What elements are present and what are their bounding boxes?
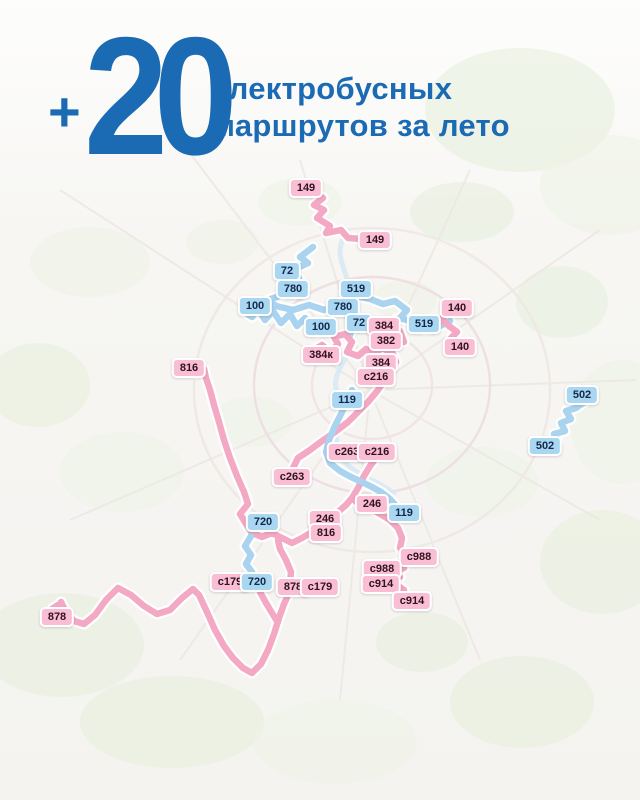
title-line-2: маршрутов за лето xyxy=(212,108,510,143)
route-badge-878: 878 xyxy=(39,607,75,627)
route-badge-140: 140 xyxy=(442,337,478,357)
route-badge-780: 780 xyxy=(275,279,311,299)
route-badge-780: 780 xyxy=(325,297,361,317)
route-badge-100: 100 xyxy=(303,317,339,337)
route-badge-119: 119 xyxy=(387,503,421,523)
route-badge-816: 816 xyxy=(308,523,344,543)
route-badge-с263: с263 xyxy=(271,467,313,487)
route-badge-72: 72 xyxy=(272,261,302,281)
route-badge-149: 149 xyxy=(288,178,324,198)
route-badge-с914: с914 xyxy=(391,591,433,611)
route-badge-502: 502 xyxy=(564,385,600,405)
route-badge-816: 816 xyxy=(171,358,207,378)
route-badge-519: 519 xyxy=(338,279,374,299)
route-badge-с988: с988 xyxy=(398,547,440,567)
route-badge-с216: с216 xyxy=(355,367,397,387)
route-badge-382: 382 xyxy=(368,331,404,351)
route-badge-246: 246 xyxy=(354,494,390,514)
title-text: электробусных маршрутов за лето xyxy=(212,70,510,144)
route-badge-140: 140 xyxy=(439,298,475,318)
route-384-382 xyxy=(306,315,408,360)
title-number: 20 xyxy=(84,2,238,190)
route-badge-100: 100 xyxy=(237,296,273,316)
route-badge-119: 119 xyxy=(330,390,364,410)
title-plus-sign: + xyxy=(48,80,81,143)
route-badge-с179: с179 xyxy=(299,577,341,597)
route-badge-720: 720 xyxy=(239,572,275,592)
route-badge-с914: с914 xyxy=(360,574,402,594)
route-878-branch xyxy=(256,588,281,625)
map-green-areas xyxy=(0,48,640,784)
route-149 xyxy=(310,189,366,243)
route-816 xyxy=(192,365,380,547)
route-badge-502: 502 xyxy=(527,436,563,456)
route-badge-519: 519 xyxy=(406,314,442,334)
route-badge-149: 149 xyxy=(357,230,393,250)
route-badge-с216: с216 xyxy=(356,442,398,462)
route-badge-384к: 384к xyxy=(301,345,341,365)
title-line-1: электробусных xyxy=(212,71,453,106)
route-badge-72: 72 xyxy=(344,313,374,333)
route-badge-720: 720 xyxy=(245,512,281,532)
